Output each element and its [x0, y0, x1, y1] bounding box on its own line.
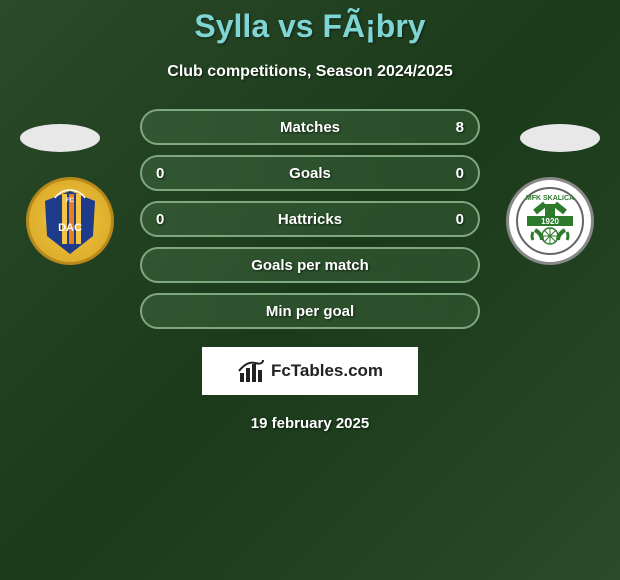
- fc-dac-crest-icon: DAC FC: [35, 186, 105, 256]
- comparison-date: 19 february 2025: [0, 415, 620, 432]
- svg-text:FC: FC: [66, 198, 75, 204]
- branding-text: FcTables.com: [271, 361, 383, 381]
- stat-right-value: 8: [434, 119, 464, 136]
- svg-text:DAC: DAC: [58, 222, 82, 234]
- stat-label: Matches: [186, 119, 434, 136]
- stat-row: Goals per match: [140, 247, 480, 283]
- stat-left-value: 0: [156, 165, 186, 182]
- stats-panel: Matches 8 0 Goals 0 0 Hattricks 0 Goals …: [140, 109, 480, 329]
- stat-left-value: 0: [156, 211, 186, 228]
- branding-badge: FcTables.com: [202, 347, 418, 395]
- bar-chart-icon: [237, 357, 265, 385]
- stat-row: 0 Hattricks 0: [140, 201, 480, 237]
- comparison-subtitle: Club competitions, Season 2024/2025: [0, 63, 620, 81]
- mfk-skalica-crest-icon: MFK SKALICA 1920: [515, 186, 585, 256]
- stat-row: Matches 8: [140, 109, 480, 145]
- player-head-left: [20, 124, 100, 152]
- svg-text:1920: 1920: [541, 217, 559, 226]
- stat-label: Min per goal: [186, 303, 434, 320]
- stat-label: Goals per match: [186, 257, 434, 274]
- stat-row: Min per goal: [140, 293, 480, 329]
- stat-right-value: 0: [434, 165, 464, 182]
- club-badge-right: MFK SKALICA 1920: [506, 177, 594, 265]
- stat-label: Hattricks: [186, 211, 434, 228]
- comparison-title: Sylla vs FÃ¡bry: [0, 8, 620, 45]
- stat-label: Goals: [186, 165, 434, 182]
- svg-text:MFK SKALICA: MFK SKALICA: [526, 195, 574, 202]
- stat-right-value: 0: [434, 211, 464, 228]
- player-head-right: [520, 124, 600, 152]
- stat-row: 0 Goals 0: [140, 155, 480, 191]
- club-badge-left: DAC FC: [26, 177, 114, 265]
